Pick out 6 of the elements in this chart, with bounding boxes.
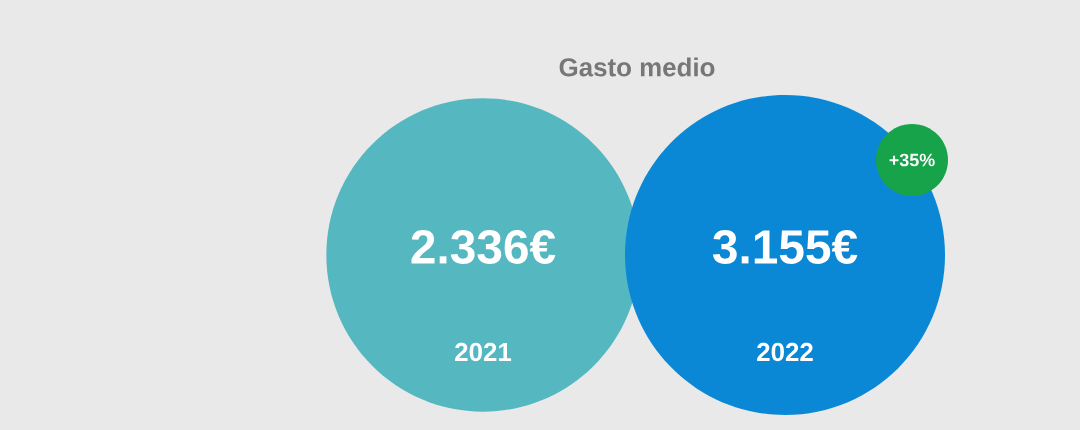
text: +35% xyxy=(889,153,935,167)
text: Gasto medio xyxy=(559,57,715,77)
data-label: 2.336€ xyxy=(411,230,556,264)
data-label: 3.155€ xyxy=(712,230,858,264)
category-label: 2022 xyxy=(757,342,813,362)
category-label: 2021 xyxy=(455,342,512,362)
